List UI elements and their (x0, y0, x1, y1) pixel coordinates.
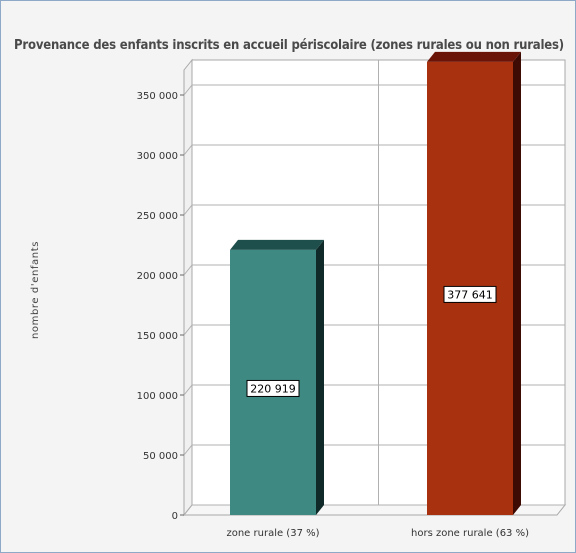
data-label-box (246, 379, 300, 397)
y-axis-label: nombre d'enfants (30, 241, 41, 339)
y-tick-label: 100 000 (137, 391, 178, 402)
wall-gridline (183, 444, 193, 456)
bar-top (230, 239, 324, 250)
wall-gridline (183, 384, 193, 396)
wall-gridline (183, 324, 193, 336)
y-tick-label: 200 000 (137, 271, 178, 282)
bars (230, 51, 521, 515)
data-label-text: 377 641 (447, 288, 493, 301)
y-tick-label: 150 000 (137, 331, 178, 342)
y-tick-label: 0 (172, 511, 178, 522)
data-label: 220 919 (246, 379, 300, 397)
x-category-label: zone rurale (37 %) (226, 528, 319, 539)
chart-title: Provenance des enfants inscrits en accue… (14, 38, 564, 53)
wall-gridline (183, 204, 193, 216)
data-labels: 220 919 377 641 (246, 285, 497, 397)
data-label: 377 641 (443, 285, 497, 303)
bar-side (316, 239, 324, 515)
wall-gridline (183, 84, 193, 96)
y-tick-label: 350 000 (137, 91, 178, 102)
y-tick-label: 300 000 (137, 151, 178, 162)
y-tick-label: 250 000 (137, 211, 178, 222)
bar-top (427, 51, 521, 62)
x-axis-categories: zone rurale (37 %) hors zone rurale (63 %… (226, 528, 529, 539)
wall-gridline (183, 264, 193, 276)
x-category-label: hors zone rurale (63 %) (411, 528, 529, 539)
data-label-text: 220 919 (250, 382, 296, 395)
y-tick-label: 50 000 (143, 451, 178, 462)
wall-gridline (183, 504, 193, 516)
bar-side (513, 51, 521, 515)
wall-gridline (183, 144, 193, 156)
data-label-box (443, 285, 497, 303)
y-axis-ticks: 0 50 000 100 000 150 000 200 000 250 000 300 0… (137, 91, 184, 522)
